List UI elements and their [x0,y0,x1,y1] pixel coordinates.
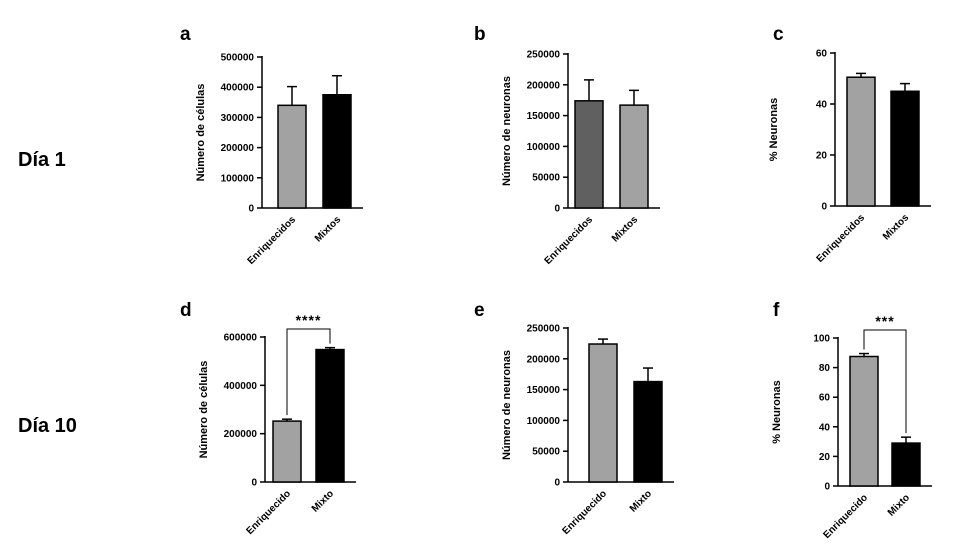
y-tick-label-a-4: 400000 [221,83,255,94]
y-tick-label-c-1: 20 [816,151,828,162]
y-axis-label-e: Número de neuronas [501,350,513,460]
y-tick-label-a-3: 300000 [221,113,255,124]
chart-panel-d: d 0 200000 400000 600000 Número de células Enr… [180,300,356,537]
category-label-f-1: Mixto [886,492,912,518]
y-tick-label-f-1: 20 [819,452,831,463]
panel-letter-d: d [180,300,192,321]
panel-letter-c: c [773,24,784,45]
y-tick-label-e-3: 150000 [527,385,561,396]
y-tick-label-f-5: 100 [813,334,830,345]
y-axis-label-f: % Neuronas [771,380,783,444]
category-label-b-0: Enriquecidos [543,214,596,267]
significance-label-d: **** [296,312,322,328]
category-label-c-0: Enriquecidos [815,212,868,265]
category-label-e-1: Mixto [628,488,654,514]
bar-d-0 [272,420,302,483]
category-label-a-0: Enriquecidos [246,214,299,267]
y-tick-label-f-0: 0 [824,482,830,493]
chart-panel-b: b 0 50000 100000 150000 200000 250000 Número de… [474,24,660,267]
category-label-f-0: Enriquecido [821,492,870,541]
category-label-b-1: Mixtos [610,214,640,244]
y-tick-label-b-2: 100000 [527,142,561,153]
chart-panel-e: e 0 50000 100000 150000 200000 250000 Número de… [474,300,674,537]
significance-bracket-d [286,328,331,416]
y-tick-label-c-3: 60 [816,49,828,60]
category-label-d-0: Enriquecido [244,488,293,537]
bar-b-1 [619,104,649,209]
significance-label-f: *** [875,313,894,329]
y-tick-label-d-1: 200000 [224,429,258,440]
y-tick-label-e-5: 250000 [527,324,561,335]
significance-bracket-f [863,329,907,434]
y-tick-label-a-1: 100000 [221,173,255,184]
y-tick-label-d-0: 0 [251,478,257,489]
bar-e-1 [633,380,663,483]
chart-panel-c: c 0 20 40 60 % Neuronas Enriquecidos Mixtos [768,24,931,265]
y-tick-label-c-2: 40 [816,100,828,111]
y-tick-label-a-5: 500000 [221,53,255,64]
category-label-e-0: Enriquecido [560,488,609,537]
bar-f-1 [891,442,921,487]
y-tick-label-e-0: 0 [554,478,560,489]
bar-a-1 [322,94,352,209]
y-tick-label-b-4: 200000 [527,80,561,91]
panel-letter-f: f [773,300,780,321]
panel-letter-e: e [474,300,485,321]
y-tick-label-f-4: 80 [819,363,831,374]
y-axis-label-b: Número de neuronas [501,76,513,186]
y-tick-label-e-4: 200000 [527,354,561,365]
y-tick-label-d-2: 400000 [224,381,258,392]
category-label-c-1: Mixtos [881,212,911,242]
bar-b-0 [574,100,604,209]
bar-a-0 [277,104,307,209]
bar-c-1 [890,90,920,207]
y-tick-label-a-0: 0 [248,204,254,215]
y-tick-label-b-0: 0 [554,204,560,215]
chart-panel-a: a 0 100000 200000 300000 400000 500000 Número d… [180,24,363,267]
panel-letter-b: b [474,24,486,45]
bar-c-0 [846,76,876,207]
chart-panel-f: f 0 20 40 60 80 100 % Neuronas Enriquecido Mixto *… [771,300,932,541]
row-label-day10: Día 10 [18,415,77,437]
y-tick-label-e-2: 100000 [527,416,561,427]
category-label-d-1: Mixto [310,488,336,514]
y-tick-label-b-1: 50000 [532,173,560,184]
bar-f-0 [849,355,879,487]
bar-e-0 [588,343,618,483]
panel-letter-a: a [180,24,191,45]
y-axis-label-a: Número de células [195,84,207,182]
y-tick-label-f-2: 40 [819,422,831,433]
y-tick-label-b-5: 250000 [527,50,561,61]
category-label-a-1: Mixtos [313,214,343,244]
y-tick-label-f-3: 60 [819,393,831,404]
row-label-day1: Día 1 [18,149,66,171]
y-tick-label-e-1: 50000 [532,447,560,458]
y-tick-label-d-3: 600000 [224,333,258,344]
y-tick-label-c-0: 0 [821,202,827,213]
y-tick-label-b-3: 150000 [527,111,561,122]
y-tick-label-a-2: 200000 [221,143,255,154]
y-axis-label-d: Número de células [198,361,210,459]
bar-d-1 [315,348,345,483]
y-axis-label-c: % Neuronas [768,98,780,162]
